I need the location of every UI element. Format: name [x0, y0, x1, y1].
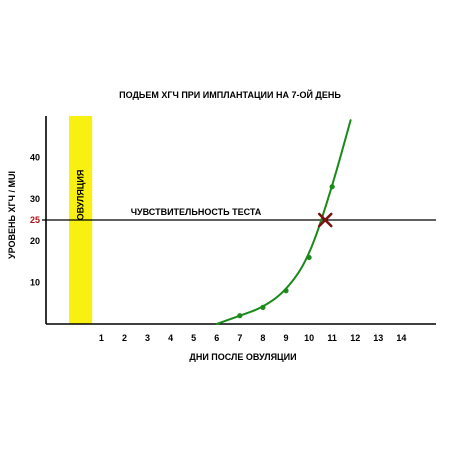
x-tick-label: 11 [327, 333, 337, 343]
data-point [283, 288, 289, 294]
threshold-layer: ЧУВСТВИТЕЛЬНОСТЬ ТЕСТА [42, 207, 436, 221]
x-tick-label: 10 [304, 333, 314, 343]
y-tick-label-highlight: 25 [30, 215, 40, 225]
x-tick-label: 2 [122, 333, 127, 343]
data-point [306, 254, 312, 261]
x-tick-label: 14 [396, 333, 406, 343]
x-tick-label: 5 [191, 333, 196, 343]
ovulation-band-label: ОВУЛЯЦИЯ [76, 170, 86, 221]
x-tick-label: 3 [145, 333, 150, 343]
data-point [260, 304, 266, 310]
y-tick-label: 30 [30, 194, 40, 204]
y-tick-label: 40 [30, 153, 40, 163]
series-layer [215, 119, 352, 325]
y-axis-label: УРОВЕНЬ ХГЧ / MUI [7, 171, 17, 259]
x-axis-label: ДНИ ПОСЛЕ ОВУЛЯЦИИ [189, 352, 296, 362]
chart-title: ПОДЬЕМ ХГЧ ПРИ ИМПЛАНТАЦИИ НА 7-ОЙ ДЕНЬ [119, 89, 341, 100]
x-tick-label: 13 [373, 333, 383, 343]
cross-marker-layer [317, 212, 333, 228]
x-tick-label: 1 [99, 333, 104, 343]
data-point [329, 184, 335, 190]
x-tick-label: 6 [214, 333, 219, 343]
series-line [215, 119, 352, 325]
x-tick-label: 7 [237, 333, 242, 343]
y-tick-label: 20 [30, 236, 40, 246]
data-point [237, 313, 243, 319]
intersection-cross-stroke [317, 212, 333, 228]
threshold-label: ЧУВСТВИТЕЛЬНОСТЬ ТЕСТА [131, 207, 262, 217]
x-tick-label: 12 [350, 333, 360, 343]
y-tick-label: 10 [30, 277, 40, 287]
x-tick-label: 9 [283, 333, 288, 343]
x-tick-label: 4 [168, 333, 173, 343]
x-tick-label: 8 [260, 333, 265, 343]
